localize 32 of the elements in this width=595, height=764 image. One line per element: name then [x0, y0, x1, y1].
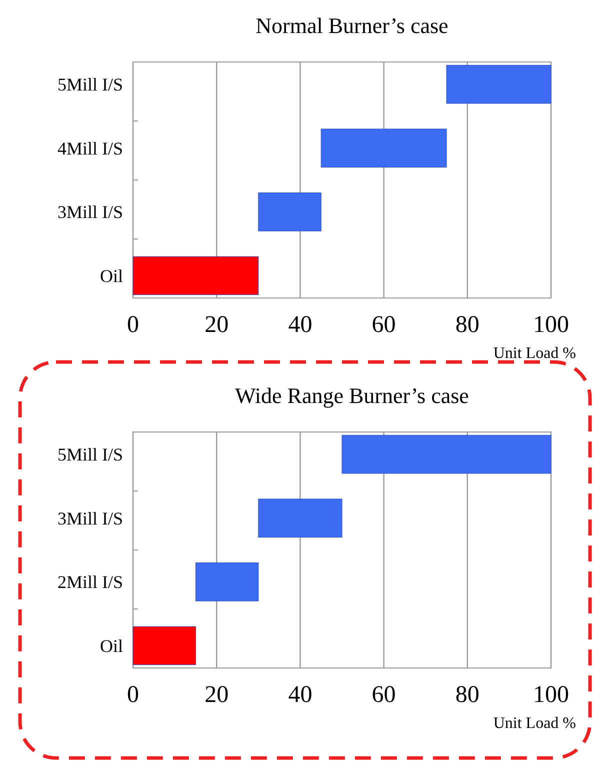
bar	[258, 192, 322, 232]
y-tick-label: 5Mill I/S	[57, 74, 123, 95]
x-tick-label: 100	[533, 682, 569, 708]
x-tick-label: 60	[372, 312, 396, 338]
bar	[320, 128, 447, 168]
y-tick-label: 5Mill I/S	[57, 444, 123, 465]
chart-title: Wide Range Burner’s case	[235, 383, 469, 408]
x-tick-label: 20	[204, 682, 229, 708]
x-tick-label: 80	[455, 682, 480, 708]
x-tick-label: 0	[127, 682, 139, 708]
y-tick-label: 3Mill I/S	[57, 202, 123, 222]
bar	[132, 626, 196, 666]
y-tick-label: 4Mill I/S	[57, 138, 123, 158]
x-tick-label: 40	[288, 312, 312, 338]
bar	[195, 562, 259, 602]
x-tick-label: 100	[533, 312, 569, 338]
y-tick-label: 3Mill I/S	[57, 508, 123, 528]
x-tick-label: 0	[127, 312, 139, 338]
y-tick-label: Oil	[100, 636, 123, 656]
chart-title: Normal Burner’s case	[256, 13, 448, 38]
x-tick-label: 60	[372, 682, 396, 708]
bar	[258, 498, 342, 538]
y-tick-label: 2Mill I/S	[57, 572, 123, 592]
bar	[342, 434, 552, 474]
x-tick-label: 40	[288, 682, 312, 708]
x-axis-title: Unit Load %	[493, 715, 576, 732]
x-tick-label: 80	[455, 312, 480, 338]
y-tick-label: Oil	[100, 266, 123, 286]
x-axis-title: Unit Load %	[493, 345, 576, 362]
x-tick-label: 20	[204, 312, 229, 338]
bar	[446, 64, 552, 104]
bar	[132, 256, 259, 296]
